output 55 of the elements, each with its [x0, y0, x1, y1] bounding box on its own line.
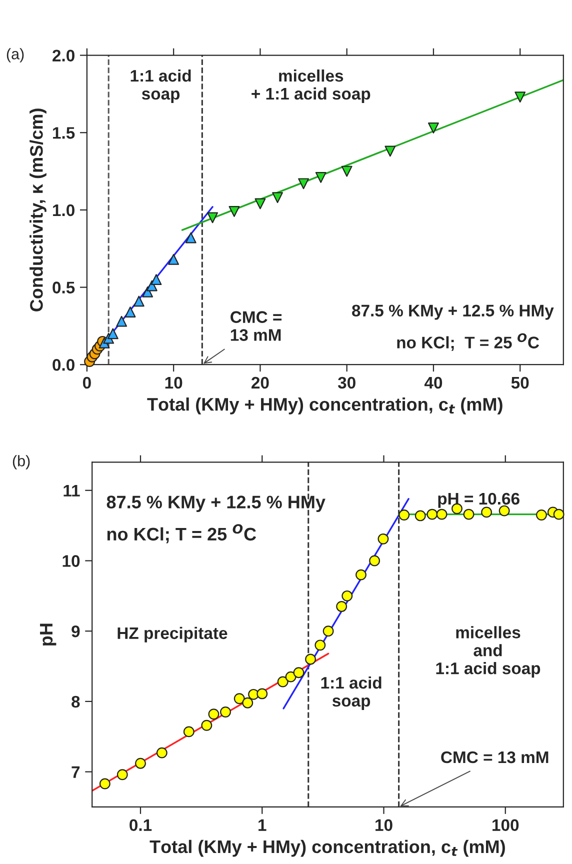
point — [428, 122, 439, 134]
y-tick-label: 9 — [72, 625, 80, 638]
point — [116, 316, 128, 327]
x-tick-label: 10 — [165, 376, 182, 389]
y-tick-label: 10 — [62, 555, 80, 567]
point — [254, 198, 266, 210]
x-tick-label: 40 — [424, 376, 442, 389]
point — [107, 328, 118, 340]
x-tick-label: 100 — [492, 819, 519, 832]
y-axis-title: Conductivity, κ (mS/cm) — [30, 108, 46, 312]
annotation: 87.5 % KMy + 12.5 % HMy — [352, 304, 554, 320]
x-axis-title: Total (KMy + HMy) concentration, c$_{t}$ (mM) — [147, 398, 502, 414]
annotation: no KCl; T = 25 $^{O}$C — [107, 524, 256, 544]
x-tick-label: 20 — [252, 376, 269, 389]
point — [272, 192, 283, 204]
point — [168, 254, 180, 265]
y-tick-label: 7 — [72, 766, 80, 778]
annotation: no KCl; T = 25 $^{O}$C — [397, 333, 540, 351]
point — [341, 166, 352, 177]
annotation: HZ precipitate — [118, 626, 228, 642]
x-tick-label: 50 — [511, 376, 529, 389]
x-tick-label: 0.1 — [130, 819, 152, 832]
point — [315, 172, 326, 183]
y-axis-title: pH — [40, 624, 56, 646]
annotation: 1:1 acid soap — [130, 69, 191, 103]
y-tick-label: 0.0 — [52, 359, 74, 371]
point — [514, 92, 526, 103]
x-tick-label: 0 — [82, 376, 91, 389]
annotation: 87.5 % KMy + 12.5 % HMy — [106, 496, 326, 512]
text: (a) — [6, 48, 24, 62]
x-tick-label: 10 — [376, 819, 392, 832]
y-tick-label: 1.5 — [53, 127, 75, 139]
point — [207, 212, 218, 224]
annotation: micelles + 1:1 acid soap — [252, 69, 370, 103]
point — [124, 306, 136, 318]
y-tick-label: 11 — [64, 484, 80, 496]
point — [298, 178, 309, 190]
annotation: 1:1 acid soap — [321, 676, 382, 710]
x-tick-label: 30 — [338, 376, 356, 389]
point — [133, 296, 144, 307]
point — [228, 206, 240, 217]
y-tick-label: 2.0 — [52, 50, 74, 62]
point — [384, 146, 396, 157]
annotation: micelles and 1:1 acid soap — [436, 626, 540, 678]
annotation: CMC = 13 mM — [230, 311, 282, 341]
text: (b) — [12, 455, 30, 470]
point — [185, 232, 196, 244]
x-axis-title: Total (KMy + HMy) concentration, c$_{t}$ (mM) — [150, 840, 505, 857]
y-tick-label: 0.5 — [52, 282, 75, 294]
y-tick-label: 8 — [72, 696, 80, 708]
annotation: CMC = 13 mM — [441, 751, 548, 764]
annotation: pH = 10.66 — [438, 492, 520, 508]
point — [150, 274, 162, 286]
x-tick-label: 1 — [258, 819, 266, 831]
y-tick-label: 1.0 — [53, 204, 74, 216]
